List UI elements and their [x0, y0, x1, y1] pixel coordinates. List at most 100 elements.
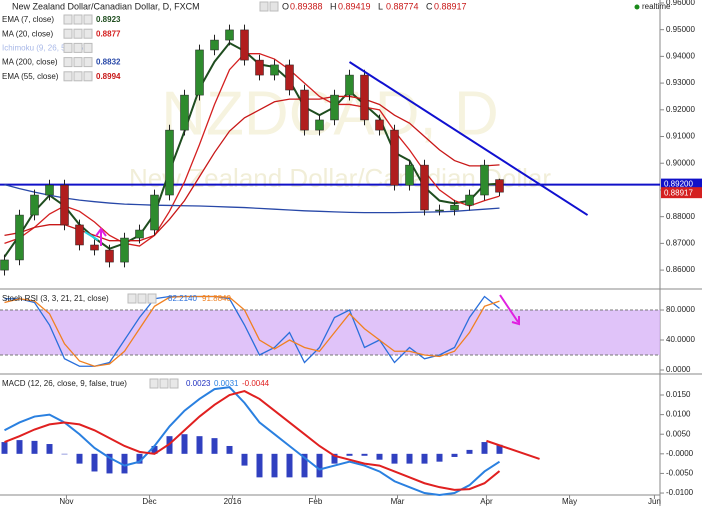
x-tick-label: Dec [142, 497, 156, 506]
legend-label: MA (200, close) [2, 58, 58, 67]
y-tick-label: -0.0100 [666, 488, 694, 497]
candle-body [225, 29, 234, 41]
indicator-line [4, 53, 500, 247]
y-tick-label: 0.96000 [666, 0, 695, 7]
histogram-bar [211, 438, 218, 454]
candle-body [480, 164, 489, 196]
histogram-bar [61, 453, 68, 455]
level-label-box [661, 178, 702, 190]
legend-value: 0.0023 [186, 379, 211, 388]
candle-body [120, 237, 129, 263]
settings-icon [259, 1, 269, 12]
histogram-bar [361, 453, 368, 456]
legend-icon [63, 42, 73, 53]
y-tick-label: 0.88000 [666, 212, 695, 221]
legend-icon [127, 293, 137, 304]
candle-body [75, 224, 84, 246]
histogram-bar [316, 453, 323, 478]
y-tick-label: 0.0100 [666, 410, 691, 419]
legend-icon [137, 293, 147, 304]
status: realtime [642, 2, 671, 11]
y-tick-label: 0.0000 [666, 365, 691, 374]
settings-icon [269, 1, 279, 12]
y-tick-label: 40.0000 [666, 335, 695, 344]
y-tick-label: 80.0000 [666, 305, 695, 314]
y-tick-label: 0.95000 [666, 25, 695, 34]
y-tick-label: 0.92000 [666, 105, 695, 114]
quote-value: 0.89388 [290, 1, 323, 11]
candle-body [30, 194, 39, 216]
histogram-bar [346, 453, 353, 456]
candle-body [240, 29, 249, 61]
candle-body [300, 89, 309, 131]
histogram-bar [106, 453, 113, 474]
legend-icon [159, 378, 169, 389]
annotation-line [84, 231, 99, 241]
legend-icon [73, 14, 83, 25]
candle-body [90, 244, 99, 251]
x-tick-label: May [562, 497, 577, 506]
x-tick-label: 2016 [224, 497, 242, 506]
quote-key: O [282, 1, 289, 11]
candle-body [210, 39, 219, 51]
histogram-bar [181, 434, 188, 454]
histogram-bar [331, 453, 338, 464]
candle-body [180, 94, 189, 131]
quote-value: 0.88917 [434, 1, 467, 11]
legend-icon [73, 42, 83, 53]
candle-body [150, 194, 159, 231]
histogram-bar [286, 453, 293, 478]
legend-icon [169, 378, 179, 389]
quote-value: 0.88774 [386, 1, 419, 11]
y-tick-label: 0.0150 [666, 390, 691, 399]
legend-icon [73, 71, 83, 82]
legend-icon [63, 57, 73, 68]
candle-body [15, 214, 24, 261]
candle-body [285, 64, 294, 91]
candle-body [195, 49, 204, 96]
legend-value: 0.0031 [214, 379, 239, 388]
legend-value: 0.8994 [96, 72, 121, 81]
candle-body [450, 204, 459, 211]
x-tick-label: Feb [309, 497, 323, 506]
candle-body [345, 74, 354, 96]
legend-value: -0.0044 [242, 379, 270, 388]
price-label-box [661, 187, 702, 199]
x-tick-label: Apr [480, 497, 493, 506]
quote-key: H [330, 1, 337, 11]
histogram-bar [91, 453, 98, 472]
x-tick-label: Nov [59, 497, 73, 506]
legend-icon [73, 57, 83, 68]
histogram-bar [241, 453, 248, 466]
candle-body [165, 129, 174, 196]
histogram-bar [196, 436, 203, 454]
legend-icon [63, 14, 73, 25]
histogram-bar [391, 453, 398, 464]
legend-icon [83, 42, 93, 53]
candle-body [405, 164, 414, 186]
y-tick-label: 0.94000 [666, 51, 695, 60]
histogram-bar [436, 453, 443, 462]
annotation-arrow [499, 294, 520, 326]
macd-line [4, 390, 501, 491]
y-tick-label: 0.87000 [666, 238, 695, 247]
quote-key: C [426, 1, 433, 11]
y-tick-label: 0.90000 [666, 158, 695, 167]
histogram-bar [151, 445, 158, 454]
histogram-bar [496, 444, 503, 454]
trendline [486, 439, 540, 460]
x-tick-label: Jun [648, 497, 661, 506]
indicator-line [4, 183, 500, 214]
candle-body [105, 249, 114, 263]
histogram-bar [31, 440, 38, 454]
y-tick-label: -0.0050 [666, 469, 694, 478]
candle-body [135, 229, 144, 239]
candle-body [420, 164, 429, 211]
price-label: 0.88917 [664, 188, 693, 197]
candle-body [360, 74, 369, 121]
histogram-bar [451, 453, 458, 457]
candle-body [375, 119, 384, 131]
candle-body [390, 129, 399, 186]
candle-body [465, 194, 474, 206]
legend-icon [63, 71, 73, 82]
